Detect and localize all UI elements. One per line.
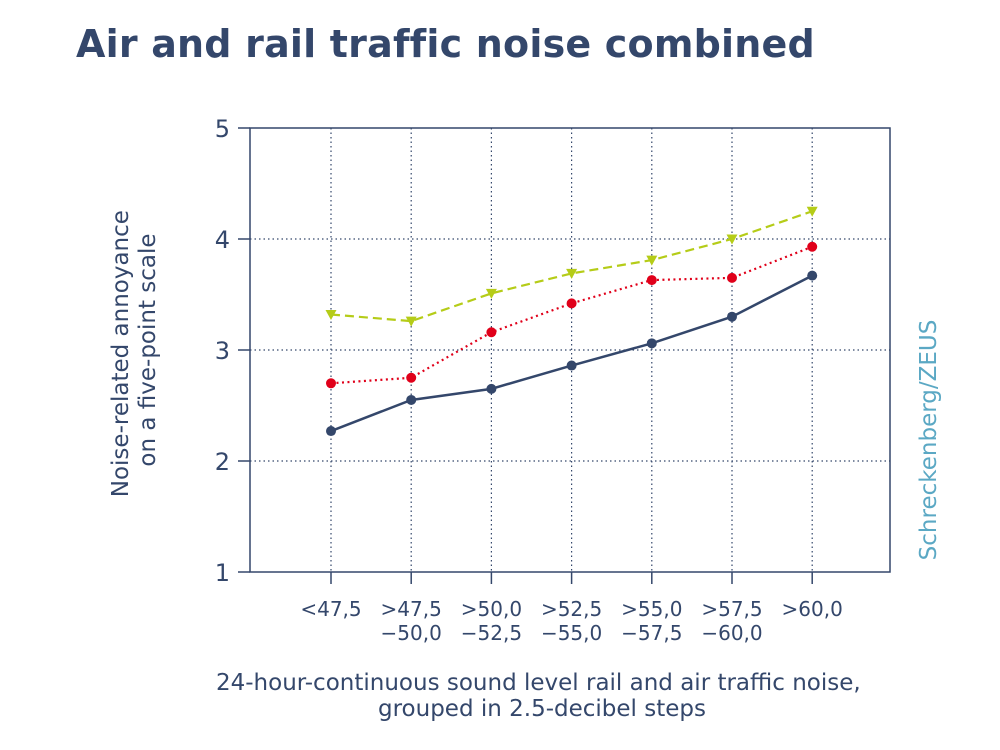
series-2 bbox=[326, 241, 818, 389]
x-tick-label: >57,5 −60,0 bbox=[701, 597, 762, 645]
series-3 bbox=[325, 206, 818, 327]
y-axis-label-line-1: Noise-related annoyance bbox=[108, 210, 134, 497]
x-tick-label-line: −52,5 bbox=[461, 621, 522, 645]
chart-title: Air and rail traffic noise combined bbox=[76, 22, 815, 66]
y-tick-label: 5 bbox=[215, 115, 230, 143]
series-1-point bbox=[486, 383, 497, 394]
y-tick-label: 3 bbox=[215, 337, 230, 365]
y-axis-label: Noise-related annoyance on a five-point … bbox=[108, 203, 161, 497]
series-1 bbox=[326, 270, 818, 437]
series-2-point bbox=[326, 378, 336, 389]
credit-label: Schreckenberg/ZEUS bbox=[916, 320, 942, 561]
x-axis-ticks: <47,5 >47,5 −50,0 >50,0 −52,5 >52,5 −55,0 >55,0… bbox=[300, 572, 843, 645]
series-1-point bbox=[727, 311, 737, 322]
x-tick-label: >60,0 bbox=[782, 597, 843, 621]
x-tick-label-line: −50,0 bbox=[381, 621, 442, 645]
x-tick-label-line: −57,5 bbox=[621, 621, 682, 645]
x-tick-label: <47,5 bbox=[300, 597, 361, 621]
x-tick-label-line: >60,0 bbox=[782, 597, 843, 621]
series-2-point bbox=[406, 372, 417, 383]
series-2-point bbox=[486, 327, 497, 338]
series-2-point bbox=[566, 298, 577, 309]
series-1-point bbox=[807, 270, 818, 281]
x-tick-label-line: −60,0 bbox=[701, 621, 762, 645]
x-axis-label-line-1: 24-hour-continuous sound level rail and … bbox=[216, 670, 861, 696]
x-tick-label-line: >55,0 bbox=[621, 597, 682, 621]
series-3-point bbox=[726, 234, 738, 245]
y-axis-label-line-2: on a five-point scale bbox=[135, 233, 161, 466]
series-1-point bbox=[646, 338, 657, 349]
series-3-point bbox=[646, 255, 658, 266]
series-1-point bbox=[406, 394, 417, 405]
series-2-point bbox=[727, 272, 737, 283]
x-tick-label-line: −55,0 bbox=[541, 621, 602, 645]
x-axis-label: 24-hour-continuous sound level rail and … bbox=[216, 670, 868, 722]
series-1-point bbox=[326, 426, 336, 437]
x-axis-label-line-2: grouped in 2.5-decibel steps bbox=[378, 696, 706, 722]
x-tick-label: >55,0 −57,5 bbox=[621, 597, 682, 645]
series-1-point bbox=[566, 360, 577, 371]
series-3-point bbox=[566, 268, 578, 279]
x-tick-label-line: >57,5 bbox=[701, 597, 762, 621]
x-tick-label: >52,5 −55,0 bbox=[541, 597, 602, 645]
series-3-point bbox=[405, 316, 417, 327]
series-2-point bbox=[646, 275, 657, 286]
series-3-point bbox=[806, 206, 818, 217]
series-3-point bbox=[485, 288, 497, 299]
series-layer bbox=[325, 206, 818, 437]
y-tick-label: 1 bbox=[215, 559, 230, 587]
grid-lines bbox=[250, 128, 890, 572]
series-2-point bbox=[807, 241, 818, 252]
y-tick-label: 2 bbox=[215, 448, 230, 476]
x-tick-label: >47,5 −50,0 bbox=[381, 597, 442, 645]
x-tick-label-line: <47,5 bbox=[300, 597, 361, 621]
x-tick-label-line: >47,5 bbox=[381, 597, 442, 621]
series-3-point bbox=[325, 309, 337, 320]
y-axis-ticks: 1 2 3 4 5 bbox=[215, 115, 250, 587]
x-tick-label-line: >52,5 bbox=[541, 597, 602, 621]
x-tick-label-line: >50,0 bbox=[461, 597, 522, 621]
y-tick-label: 4 bbox=[215, 226, 230, 254]
x-tick-label: >50,0 −52,5 bbox=[461, 597, 522, 645]
